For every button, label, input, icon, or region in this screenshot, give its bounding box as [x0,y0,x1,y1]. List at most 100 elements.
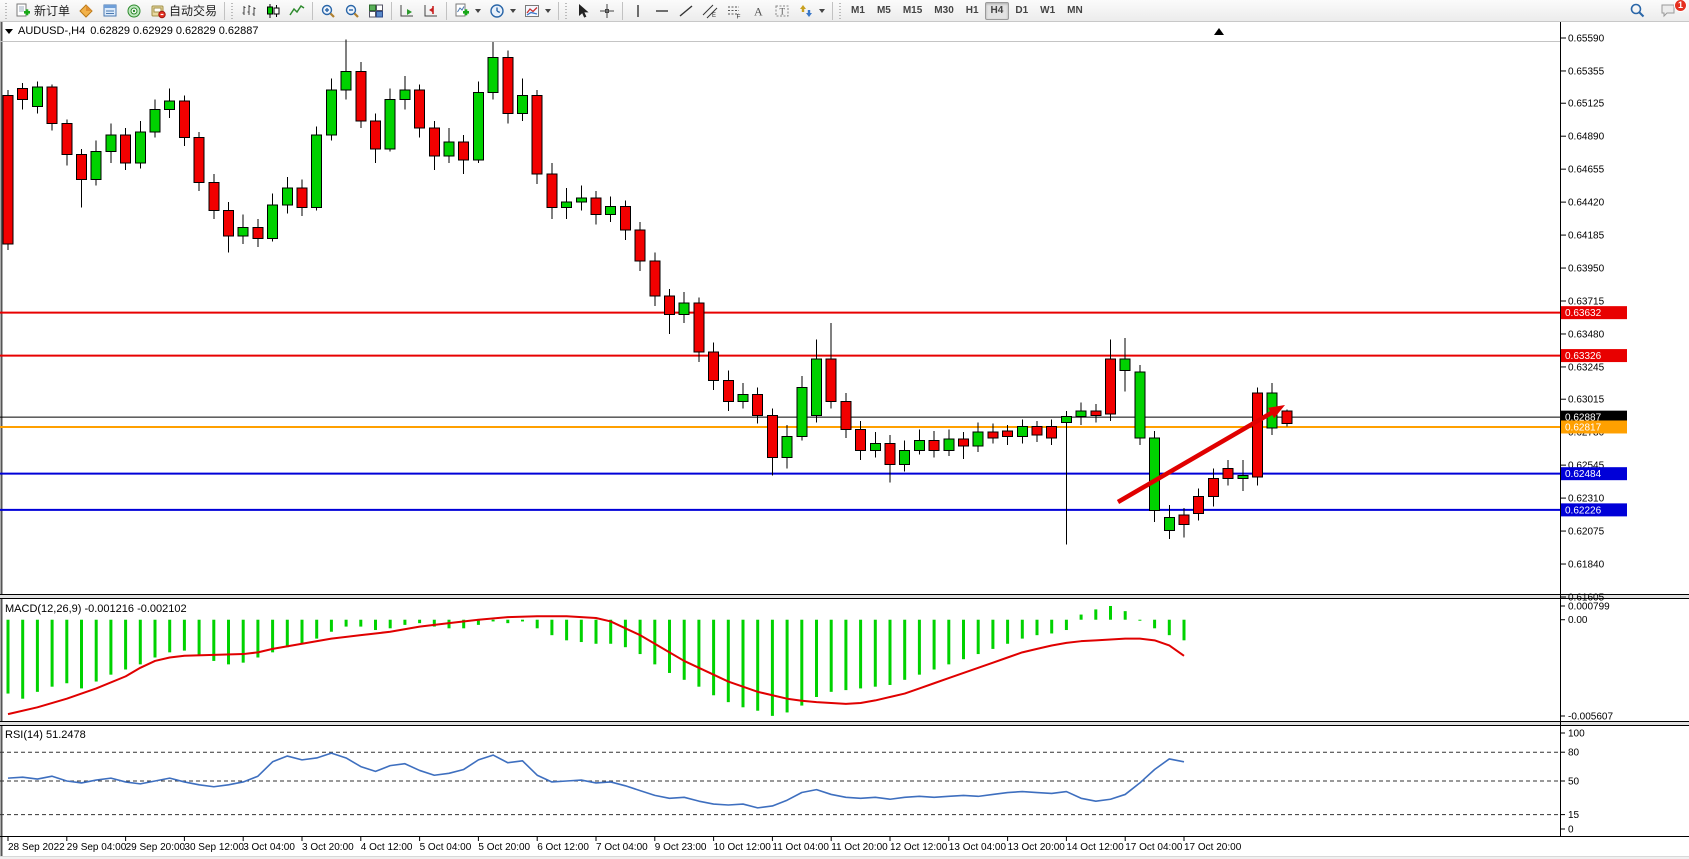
bear-candle [17,87,29,101]
auto-scroll-icon [399,3,415,19]
pane-splitter[interactable] [0,594,1689,598]
timeframe-m1-button[interactable]: M1 [851,5,865,16]
chart-profile-button[interactable] [74,1,98,21]
chart-window: 0.65590 0.65355 0.65125 0.64890 0.64655 0.644… [0,22,1689,859]
price-badge [1561,306,1627,320]
svg-text:12 Oct 12:00: 12 Oct 12:00 [890,842,948,853]
bear-candle [958,438,969,447]
navigator-button[interactable] [122,1,146,21]
candlestick-button[interactable] [261,1,285,21]
pane-splitter[interactable] [0,721,1689,725]
horizontal-line-button[interactable] [650,1,674,21]
timeframe-m30-button[interactable]: M30 [934,5,954,16]
cursor-icon [575,3,591,19]
zoom-in-button[interactable] [316,1,340,21]
horizontal-scrollbar[interactable] [0,856,1689,859]
macd-histogram-bar [785,619,789,713]
chart-title[interactable]: AUDUSD-,H4 0.62829 0.62929 0.62829 0.628… [5,25,258,37]
timeframe-w1-button[interactable]: W1 [1040,5,1056,16]
macd-histogram-bar [1050,619,1054,634]
crosshair-button[interactable] [595,1,619,21]
svg-text:0.64655: 0.64655 [1568,165,1605,176]
arrows-icon [798,3,814,19]
new-order-button[interactable]: 新订单 [11,1,74,21]
bear-candle [1252,392,1263,478]
timeframe-d1-button[interactable]: D1 [1015,5,1029,16]
toolbar-separator [391,1,393,20]
text-button[interactable]: A [746,1,770,21]
svg-text:0.64420: 0.64420 [1568,198,1605,209]
bear-candle [693,302,705,353]
timeframe-m15-button[interactable]: M15 [902,5,923,16]
bull-candle [311,134,323,209]
svg-text:28 Sep 2022: 28 Sep 2022 [8,842,65,853]
chart-background [0,22,1689,859]
bear-candle [1090,410,1102,416]
candlesticks [2,39,1293,545]
macd-histogram-bar [535,619,539,629]
chart-ohlc-quote: 0.62829 0.62929 0.62829 0.62887 [90,25,259,37]
auto-scroll-button[interactable] [395,1,419,21]
macd-histogram-bar [403,619,407,625]
macd-histogram-bar [109,619,113,675]
toolbar-separator [312,1,314,20]
time-axis[interactable]: 28 Sep 2022 29 Sep 04:00 29 Sep 20:00 30 Se… [7,837,1242,853]
macd-histogram-bar [153,619,157,658]
period-button[interactable] [485,1,520,21]
svg-text:0.63480: 0.63480 [1568,329,1605,340]
chart-shift-marker-icon[interactable] [1214,28,1224,35]
bear-candle [414,89,426,129]
text-label-icon: T [774,3,790,19]
vertical-line-button[interactable] [626,1,650,21]
macd-histogram-bar [770,619,774,716]
fibonacci-button[interactable]: F [722,1,746,21]
trendline-button[interactable] [674,1,698,21]
chart-canvas[interactable]: 0.65590 0.65355 0.65125 0.64890 0.64655 0.644… [0,22,1689,859]
bear-candle [1222,468,1234,479]
svg-text:0.62226: 0.62226 [1565,505,1602,516]
template-caret-icon [545,8,552,13]
toolbar-grip[interactable] [838,2,844,19]
bull-candle [796,386,808,437]
toolbar-separator [832,1,834,20]
bull-candle [869,442,881,451]
text-label-button[interactable]: T [770,1,794,21]
svg-text:0.63245: 0.63245 [1568,362,1605,373]
macd-histogram-bar [653,619,657,665]
timeframe-mn-button[interactable]: MN [1067,5,1083,16]
chart-shift-button[interactable] [419,1,443,21]
timeframe-h4-button[interactable]: H4 [984,1,1010,20]
equidistant-channel-button[interactable]: E [698,1,722,21]
zoom-out-icon [344,3,360,19]
price-badge [1561,467,1627,481]
bear-candle [355,71,367,122]
chat-button[interactable]: 1 [1656,0,1687,21]
macd-histogram-bar [418,619,422,624]
svg-text:100: 100 [1568,729,1585,740]
tile-windows-button[interactable] [364,1,388,21]
toolbar-separator [446,1,448,20]
bar-chart-button[interactable] [237,1,261,21]
toolbar-grip[interactable] [230,2,236,19]
template-button[interactable] [520,1,555,21]
timeframe-h1-button[interactable]: H1 [965,5,979,16]
toolbar-grip[interactable] [564,2,570,19]
svg-text:0.63715: 0.63715 [1568,297,1605,308]
bull-candle [1134,371,1146,439]
line-chart-button[interactable] [285,1,309,21]
arrows-button[interactable] [794,1,829,21]
macd-histogram-bar [285,619,289,648]
market-watch-button[interactable] [98,1,122,21]
search-button[interactable] [1625,1,1650,21]
zoom-out-button[interactable] [340,1,364,21]
trend-arrow-annotation[interactable] [1116,405,1285,504]
toolbar-grip[interactable] [4,2,9,19]
new-chart-button[interactable] [450,1,485,21]
bull-candle [325,89,337,136]
timeframe-m5-button[interactable]: M5 [876,5,891,16]
cursor-button[interactable] [571,1,595,21]
autotrading-button[interactable]: 自动交易 [146,1,221,21]
chart-title-dropdown-icon[interactable] [5,28,13,34]
macd-histogram-bar [432,619,436,627]
